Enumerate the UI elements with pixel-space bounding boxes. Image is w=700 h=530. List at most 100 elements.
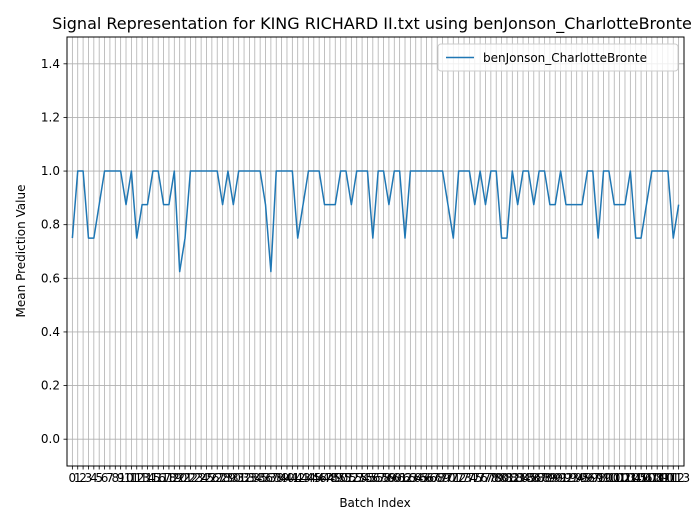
x-tick-label: 55	[360, 471, 375, 485]
x-tick-label: 25	[199, 471, 214, 485]
x-tick-label: 77	[478, 471, 493, 485]
x-tick-label: 86	[526, 471, 541, 485]
x-tick-label: 103	[614, 471, 637, 485]
x-tick-label: 37	[263, 471, 278, 485]
x-tick-label: 47	[317, 471, 332, 485]
x-tick-label: 14	[140, 471, 155, 485]
x-tick-label: 90	[548, 471, 563, 485]
x-tick-label: 48	[322, 471, 337, 485]
x-tick-label: 39	[274, 471, 289, 485]
x-tick-label: 80	[494, 471, 509, 485]
x-tick-label: 81	[499, 471, 514, 485]
x-tick-layer: 0123456789101112131415161718192021222324…	[69, 466, 690, 485]
x-tick-label: 109	[646, 471, 669, 485]
x-tick-label: 49	[328, 471, 343, 485]
x-tick-label: 7	[106, 471, 114, 485]
x-tick-label: 76	[472, 471, 487, 485]
x-tick-label: 73	[456, 471, 471, 485]
x-tick-label: 16	[151, 471, 166, 485]
x-tick-label: 9	[117, 471, 125, 485]
x-tick-label: 105	[624, 471, 647, 485]
x-tick-label: 8	[111, 471, 119, 485]
x-tick-label: 82	[505, 471, 520, 485]
x-tick-label: 51	[338, 471, 353, 485]
legend-label: benJonson_CharlotteBronte	[483, 51, 647, 65]
series-layer	[71, 170, 680, 273]
x-tick-label: 3	[85, 471, 93, 485]
x-tick-label: 28	[215, 471, 230, 485]
legend: benJonson_CharlotteBronte	[437, 43, 679, 72]
x-tick-label: 106	[630, 471, 653, 485]
x-tick-label: 12	[129, 471, 144, 485]
x-tick-label: 58	[376, 471, 391, 485]
x-tick-label: 101	[603, 471, 626, 485]
x-tick-label: 19	[167, 471, 182, 485]
x-tick-label: 27	[210, 471, 225, 485]
x-tick-label: 66	[419, 471, 434, 485]
x-tick-label: 24	[193, 471, 208, 485]
plot-frame	[66, 36, 685, 467]
x-tick-label: 44	[301, 471, 316, 485]
x-tick-label: 83	[510, 471, 525, 485]
x-tick-label: 79	[489, 471, 504, 485]
grid-layer	[67, 37, 684, 466]
x-tick-label: 72	[451, 471, 466, 485]
y-tick-label: 1.4	[41, 57, 60, 71]
x-tick-label: 42	[290, 471, 305, 485]
x-tick-label: 22	[183, 471, 198, 485]
chart-title: Signal Representation for KING RICHARD I…	[52, 14, 692, 34]
x-tick-label: 41	[285, 471, 300, 485]
x-tick-label: 52	[344, 471, 359, 485]
x-tick-label: 59	[381, 471, 396, 485]
x-tick-label: 50	[333, 471, 348, 485]
x-tick-label: 21	[177, 471, 192, 485]
y-tick-label: 0.8	[41, 218, 60, 232]
x-tick-label: 0	[69, 471, 77, 485]
x-tick-label: 95	[574, 471, 589, 485]
x-tick-label: 78	[483, 471, 498, 485]
x-tick-label: 5	[95, 471, 103, 485]
y-axis-title: Mean Prediction Value	[14, 185, 28, 318]
x-tick-label: 53	[349, 471, 364, 485]
x-tick-label: 31	[231, 471, 246, 485]
x-tick-label: 30	[226, 471, 241, 485]
x-tick-label: 111	[656, 471, 679, 485]
x-tick-label: 88	[537, 471, 552, 485]
y-tick-label: 0.6	[41, 271, 60, 285]
y-tick-label: 0.2	[41, 379, 60, 393]
x-tick-label: 113	[667, 471, 690, 485]
x-tick-label: 74	[462, 471, 477, 485]
x-tick-label: 84	[515, 471, 530, 485]
x-tick-label: 11	[124, 471, 139, 485]
x-tick-label: 110	[651, 471, 674, 485]
x-tick-label: 1	[74, 471, 82, 485]
x-tick-label: 4	[90, 471, 98, 485]
x-tick-label: 34	[247, 471, 262, 485]
x-tick-label: 107	[635, 471, 658, 485]
x-tick-label: 43	[295, 471, 310, 485]
x-tick-label: 38	[269, 471, 284, 485]
series-line	[71, 170, 680, 273]
x-tick-label: 17	[156, 471, 171, 485]
x-tick-label: 54	[354, 471, 369, 485]
x-tick-label: 68	[430, 471, 445, 485]
x-tick-label: 67	[424, 471, 439, 485]
x-tick-label: 46	[312, 471, 327, 485]
x-tick-label: 85	[521, 471, 536, 485]
x-tick-label: 64	[408, 471, 423, 485]
x-tick-label: 23	[188, 471, 203, 485]
x-tick-label: 63	[403, 471, 418, 485]
x-tick-label: 60	[387, 471, 402, 485]
x-tick-label: 104	[619, 471, 642, 485]
x-tick-label: 100	[597, 471, 620, 485]
x-tick-label: 35	[253, 471, 268, 485]
y-tick-label: 1.0	[41, 164, 60, 178]
x-tick-label: 94	[569, 471, 584, 485]
x-tick-label: 87	[531, 471, 546, 485]
x-tick-label: 40	[279, 471, 294, 485]
x-tick-label: 20	[172, 471, 187, 485]
x-tick-label: 92	[558, 471, 573, 485]
